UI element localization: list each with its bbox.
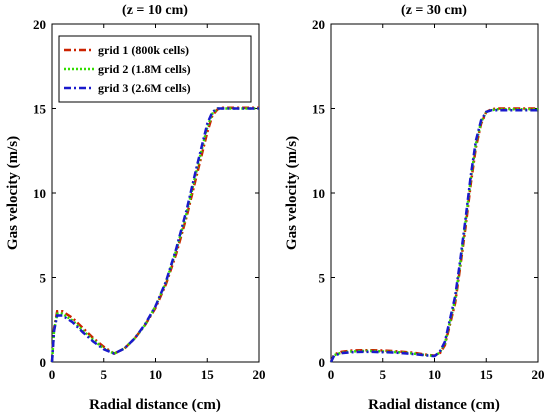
chart-panel-z10: (z = 10 cm) Gas velocity (m/s) Radial di… — [5, 3, 266, 413]
x-tick-label: 5 — [101, 367, 108, 382]
x-tick-label: 0 — [328, 367, 335, 382]
y-tick-label: 15 — [312, 102, 326, 117]
x-tick-label: 5 — [380, 367, 387, 382]
y-tick-label: 20 — [33, 17, 46, 32]
x-tick-label: 20 — [532, 367, 545, 382]
legend-label-grid-3: grid 3 (2.6M cells) — [98, 81, 191, 95]
y-tick-label: 15 — [33, 102, 47, 117]
series-line-grid-2 — [50, 107, 259, 363]
series-line-grid-3 — [329, 108, 538, 363]
y-tick-label: 0 — [319, 355, 326, 370]
y-tick-label: 5 — [319, 271, 326, 286]
legend-label-grid-1: grid 1 (800k cells) — [98, 43, 189, 57]
x-tick-label: 10 — [149, 367, 162, 382]
chart-panel-z30: (z = 30 cm) Gas velocity (m/s) Radial di… — [284, 3, 545, 413]
x-tick-label: 20 — [253, 367, 266, 382]
legend: grid 1 (800k cells) grid 2 (1.8M cells) … — [58, 35, 252, 103]
plot-area: 0 5 10 15 20 0 5 10 15 20 — [33, 17, 266, 382]
series-line-grid-1 — [50, 106, 259, 363]
x-axis-label: Radial distance (cm) — [89, 397, 221, 413]
x-tick-label: 0 — [49, 367, 56, 382]
x-axis-label: Radial distance (cm) — [368, 397, 500, 413]
axes-frame — [330, 23, 539, 363]
x-tick-label: 10 — [428, 367, 441, 382]
chart-title: (z = 10 cm) — [122, 3, 188, 18]
series-line-grid-1 — [329, 107, 538, 363]
legend-box — [58, 35, 252, 103]
x-tick-label: 15 — [201, 367, 215, 382]
legend-label-grid-2: grid 2 (1.8M cells) — [98, 62, 191, 76]
y-tick-label: 0 — [40, 355, 47, 370]
plot-area: 0 5 10 15 20 0 5 10 15 20 — [312, 17, 545, 382]
y-tick-label: 20 — [312, 17, 325, 32]
y-tick-label: 5 — [40, 271, 47, 286]
x-tick-label: 15 — [480, 367, 494, 382]
series-line-grid-3 — [50, 107, 259, 363]
y-axis-label: Gas velocity (m/s) — [5, 136, 21, 250]
y-axis-label: Gas velocity (m/s) — [284, 136, 300, 250]
y-tick-label: 10 — [312, 186, 325, 201]
y-tick-label: 10 — [33, 186, 46, 201]
chart-title: (z = 30 cm) — [401, 3, 467, 18]
series-line-grid-2 — [329, 108, 538, 363]
